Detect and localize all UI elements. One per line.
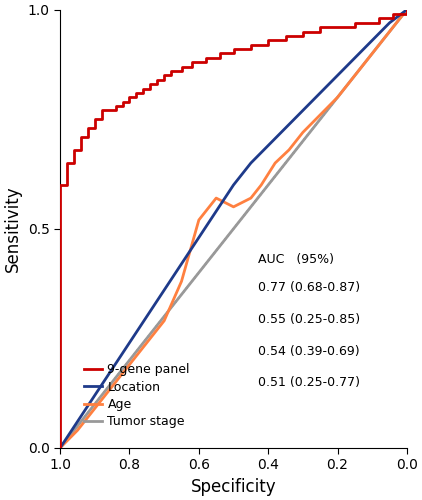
Text: 0.54 (0.39-0.69): 0.54 (0.39-0.69) [258, 344, 360, 358]
X-axis label: Specificity: Specificity [191, 478, 276, 496]
Text: 0.77 (0.68-0.87): 0.77 (0.68-0.87) [258, 282, 360, 294]
Legend: 9-gene panel, Location, Age, Tumor stage: 9-gene panel, Location, Age, Tumor stage [84, 364, 190, 428]
Y-axis label: Sensitivity: Sensitivity [4, 186, 22, 272]
Text: 0.55 (0.25-0.85): 0.55 (0.25-0.85) [258, 313, 360, 326]
Text: AUC   (95%): AUC (95%) [258, 253, 334, 266]
Text: 0.51 (0.25-0.77): 0.51 (0.25-0.77) [258, 376, 360, 389]
